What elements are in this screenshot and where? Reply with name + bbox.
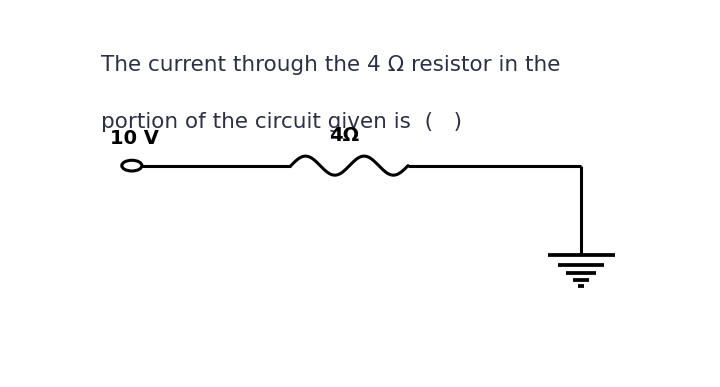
Text: 4Ω: 4Ω [329,126,359,145]
Text: The current through the 4 Ω resistor in the: The current through the 4 Ω resistor in … [101,55,561,75]
Text: 10 V: 10 V [110,129,159,148]
Text: portion of the circuit given is  (   ): portion of the circuit given is ( ) [101,112,462,132]
